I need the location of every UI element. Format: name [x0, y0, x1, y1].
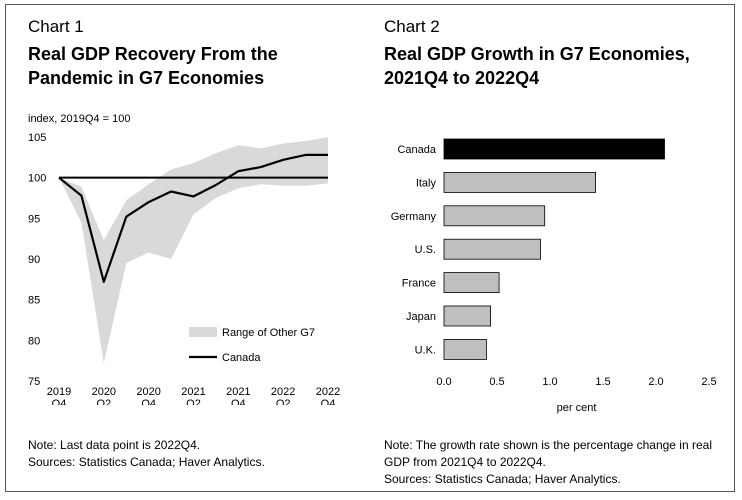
y-tick-label: 75: [28, 376, 40, 388]
bar-japan: [443, 305, 491, 327]
x-tick-label: 1.0: [542, 376, 557, 388]
x-tick-year: 2022: [271, 386, 295, 398]
x-tick-quarter: Q4: [231, 398, 246, 405]
chart-2-plot: Canada Italy Germany U.S. France Japan U.K. 0.0…: [391, 138, 717, 414]
x-tick-quarter: Q4: [141, 398, 156, 405]
chart-1-title: Real GDP Recovery From the Pandemic in G…: [28, 44, 278, 88]
chart-2-label: Chart 2: [384, 17, 440, 36]
x-tick-year: 2020: [92, 386, 116, 398]
category-label: France: [402, 278, 436, 290]
category-label: U.K.: [415, 344, 436, 356]
range-band: [59, 137, 328, 364]
x-tick-label: 2.5: [701, 376, 716, 388]
legend-canada-label: Canada: [222, 352, 261, 364]
bar-us: [443, 238, 541, 260]
category-label: U.S.: [415, 244, 436, 256]
x-tick-year: 2022: [316, 386, 340, 398]
chart-2-note: Note: The growth rate shown is the perce…: [384, 438, 712, 486]
x-tick-label: 0.0: [436, 376, 451, 388]
y-tick-label: 95: [28, 213, 40, 225]
x-tick-label: 1.5: [595, 376, 610, 388]
category-label: Japan: [406, 311, 436, 323]
legend-range-label: Range of Other G7: [222, 327, 315, 339]
chart-1-label: Chart 1: [28, 17, 84, 36]
bar-italy: [443, 172, 597, 193]
x-axis-label: per cent: [557, 402, 597, 414]
y-tick-label: 85: [28, 295, 40, 307]
bar-germany: [443, 205, 546, 227]
x-tick-year: 2021: [181, 386, 205, 398]
y-tick-label: 100: [28, 173, 46, 185]
x-tick-label: 2.0: [648, 376, 663, 388]
x-tick-quarter: Q2: [186, 398, 201, 405]
category-label: Germany: [391, 211, 437, 223]
x-tick-quarter: Q4: [321, 398, 336, 405]
x-tick-year: 2021: [226, 386, 250, 398]
canada-line: [58, 153, 328, 283]
x-tick-quarter: Q4: [52, 398, 67, 405]
chart-2-title: Real GDP Growth in G7 Economies, 2021Q4 …: [384, 44, 690, 88]
chart-1-panel: Chart 1 Real GDP Recovery From the Pande…: [6, 5, 371, 491]
x-tick-quarter: Q2: [276, 398, 291, 405]
y-tick-label: 105: [28, 132, 46, 144]
x-tick-year: 2019: [47, 386, 71, 398]
x-tick-label: 0.5: [489, 376, 504, 388]
bar-france: [443, 272, 500, 294]
y-tick-label: 90: [28, 254, 40, 266]
chart-1-plot: index, 2019Q4 = 10075808590951001052019Q…: [28, 113, 340, 405]
chart-1-note: Note: Last data point is 2022Q4. Sources…: [28, 438, 265, 469]
legend-range-swatch: [189, 327, 217, 337]
x-tick-year: 2020: [136, 386, 160, 398]
y-tick-label: 80: [28, 335, 40, 347]
category-label: Italy: [416, 177, 437, 189]
x-tick-quarter: Q2: [96, 398, 111, 405]
chart-2-panel: Chart 2 Real GDP Growth in G7 Economies,…: [371, 5, 734, 491]
y-axis-label: index, 2019Q4 = 100: [28, 113, 130, 125]
bar-canada: [443, 138, 665, 160]
figure-frame: Chart 1 Real GDP Recovery From the Pande…: [5, 4, 735, 492]
category-label: Canada: [397, 144, 436, 156]
bar-uk: [443, 338, 487, 360]
